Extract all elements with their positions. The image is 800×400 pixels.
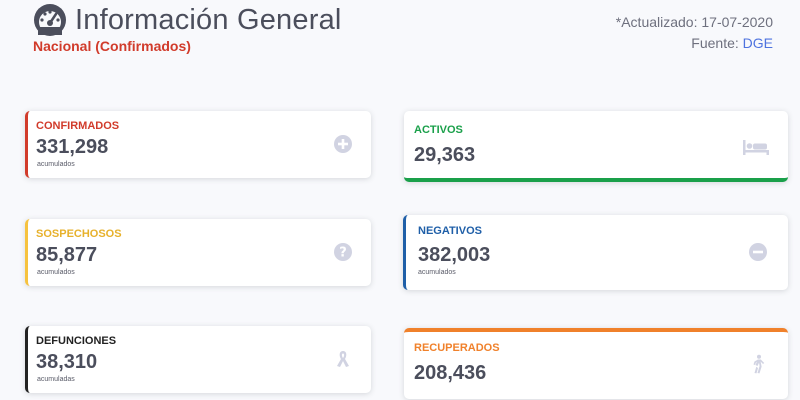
card-value: 331,298 bbox=[36, 136, 109, 158]
card-label: SOSPECHOSOS bbox=[36, 228, 122, 240]
source-prefix: Fuente: bbox=[691, 35, 743, 51]
card-negativos: NEGATIVOS 382,003 acumulados bbox=[403, 215, 788, 290]
source-line: Fuente: DGE bbox=[616, 33, 773, 54]
walking-icon bbox=[753, 354, 765, 374]
card-value: 29,363 bbox=[414, 144, 476, 166]
card-value: 208,436 bbox=[414, 362, 487, 384]
card-value: 382,003 bbox=[418, 244, 491, 266]
card-value: 38,310 bbox=[36, 351, 98, 373]
gauge-icon bbox=[34, 4, 66, 36]
page-subtitle: Nacional (Confirmados) bbox=[33, 38, 191, 54]
page-title: Información General bbox=[75, 4, 342, 36]
ribbon-icon bbox=[337, 351, 349, 367]
card-sospechosos: SOSPECHOSOS 85,877 acumulados ? bbox=[25, 219, 371, 286]
card-label: NEGATIVOS bbox=[418, 225, 482, 237]
card-value: 85,877 bbox=[36, 244, 98, 266]
card-label: DEFUNCIONES bbox=[36, 335, 117, 347]
source-link[interactable]: DGE bbox=[742, 35, 773, 51]
card-sub: acumulados bbox=[37, 269, 75, 276]
question-circle-icon: ? bbox=[334, 243, 352, 261]
card-confirmados: CONFIRMADOS 331,298 acumulados bbox=[25, 111, 371, 178]
card-sub: acumulados bbox=[37, 161, 75, 168]
svg-text:?: ? bbox=[339, 246, 347, 261]
card-activos: ACTIVOS 29,363 bbox=[404, 111, 788, 182]
card-label: CONFIRMADOS bbox=[36, 120, 120, 132]
card-sub: acumulados bbox=[418, 269, 456, 276]
card-label: RECUPERADOS bbox=[414, 342, 500, 354]
card-recuperados: RECUPERADOS 208,436 bbox=[404, 328, 788, 399]
card-label: ACTIVOS bbox=[414, 124, 463, 136]
updated-date: *Actualizado: 17-07-2020 bbox=[615, 14, 773, 30]
minus-circle-icon bbox=[749, 243, 767, 261]
card-sub: acumuladas bbox=[37, 376, 75, 383]
bed-icon bbox=[743, 140, 769, 155]
card-defunciones: DEFUNCIONES 38,310 acumuladas bbox=[25, 326, 371, 393]
plus-circle-icon bbox=[334, 135, 352, 153]
update-info: *Actualizado: 17-07-2020 Fuente: DGE bbox=[616, 12, 773, 54]
page-header: Información General bbox=[33, 2, 342, 38]
